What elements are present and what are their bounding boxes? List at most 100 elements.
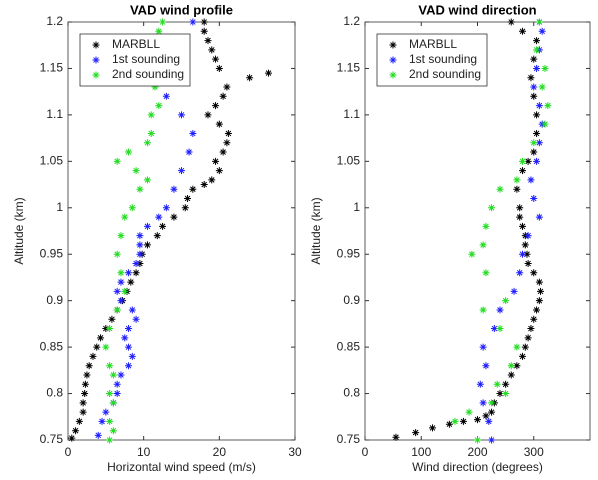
data-point <box>246 74 254 82</box>
y-tick-label: 0.85 <box>40 339 64 353</box>
data-point <box>507 18 515 26</box>
data-point <box>519 250 526 258</box>
data-point <box>153 232 161 240</box>
data-point <box>85 362 93 370</box>
data-point <box>479 306 487 314</box>
legend-marker <box>389 41 397 49</box>
data-point <box>215 120 223 128</box>
data-point <box>121 287 129 295</box>
data-point <box>513 343 521 351</box>
data-point <box>215 167 223 175</box>
data-point <box>136 185 144 193</box>
data-point <box>533 37 541 45</box>
data-point <box>204 111 212 119</box>
data-point <box>127 278 135 286</box>
data-point <box>445 420 453 428</box>
y-tick-label: 0.9 <box>343 293 360 307</box>
x-tick-label: 300 <box>524 445 544 459</box>
data-point <box>488 399 496 407</box>
y-tick-label: 0.9 <box>46 293 63 307</box>
data-point <box>151 83 159 91</box>
data-point <box>208 176 216 184</box>
data-point <box>102 325 110 333</box>
y-tick-label: 1.2 <box>343 14 360 28</box>
data-point <box>474 416 481 424</box>
data-point <box>488 408 496 416</box>
data-point <box>162 92 170 100</box>
data-point <box>392 433 400 441</box>
data-point <box>524 334 532 342</box>
data-point <box>136 232 144 240</box>
data-point <box>535 297 543 305</box>
data-point <box>544 102 552 110</box>
data-point <box>97 334 105 342</box>
data-point <box>75 417 83 425</box>
data-point <box>136 250 144 258</box>
y-tick-label: 1.2 <box>46 14 63 28</box>
data-point <box>212 157 220 165</box>
data-point <box>530 55 538 63</box>
data-point <box>208 46 216 54</box>
data-point <box>265 69 273 77</box>
data-point <box>181 204 189 212</box>
data-point <box>224 129 232 137</box>
data-point <box>527 176 535 184</box>
data-point <box>162 204 170 212</box>
data-point <box>502 380 510 388</box>
data-point <box>535 278 543 286</box>
data-point <box>479 241 487 249</box>
data-point <box>106 325 114 333</box>
data-point <box>482 412 490 420</box>
x-tick-label: 0 <box>65 445 72 459</box>
y-tick-label: 1.15 <box>40 61 64 75</box>
data-point <box>451 417 459 425</box>
data-point <box>212 55 220 63</box>
data-point <box>132 269 140 277</box>
data-point <box>121 213 129 221</box>
data-point <box>519 352 526 360</box>
data-point <box>519 167 526 175</box>
data-point <box>200 27 208 35</box>
axes-box <box>364 21 591 441</box>
data-point <box>488 436 496 444</box>
data-point <box>541 120 549 128</box>
data-point <box>530 92 538 100</box>
data-point <box>219 148 227 156</box>
legend-label: MARBLL <box>409 37 457 51</box>
data-point <box>519 222 526 230</box>
data-point <box>109 427 117 435</box>
data-point <box>113 157 121 165</box>
y-tick-label: 0.75 <box>337 432 361 446</box>
data-point <box>200 18 208 26</box>
data-point <box>136 260 144 268</box>
data-point <box>125 325 133 333</box>
data-point <box>538 83 546 91</box>
data-point <box>510 287 518 295</box>
y-tick-label: 1 <box>353 200 360 214</box>
data-point <box>125 148 133 156</box>
data-point <box>113 287 121 295</box>
data-point <box>109 371 117 379</box>
data-point <box>125 343 133 351</box>
data-point <box>159 222 167 230</box>
data-point <box>215 64 223 72</box>
data-point <box>468 250 476 258</box>
data-point <box>89 352 97 360</box>
data-point <box>513 185 521 193</box>
data-point <box>459 417 467 425</box>
data-point <box>516 269 524 277</box>
data-point <box>507 371 515 379</box>
data-point <box>200 181 208 189</box>
data-point <box>185 148 193 156</box>
data-point <box>482 222 490 230</box>
data-point <box>143 139 151 147</box>
data-point <box>476 380 484 388</box>
data-point <box>493 380 501 388</box>
data-point <box>519 157 526 165</box>
data-point <box>513 362 521 370</box>
y-tick-label: 0.95 <box>337 246 361 260</box>
data-point <box>128 306 136 314</box>
data-point <box>72 427 80 435</box>
legend-label: 2nd sounding <box>112 67 184 81</box>
